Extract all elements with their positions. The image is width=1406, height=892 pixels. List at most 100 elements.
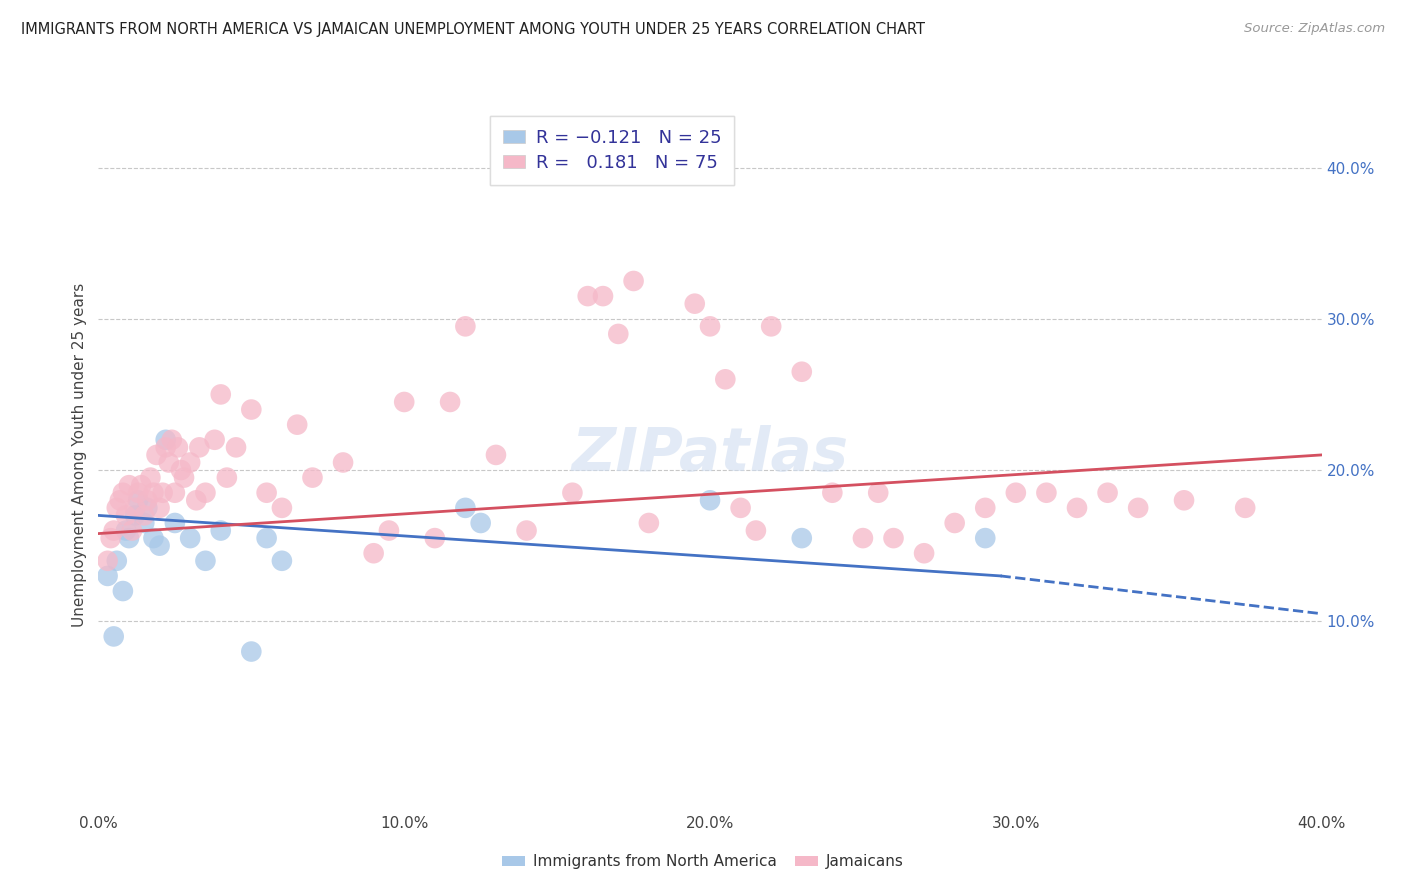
Point: [111, 584, 134, 599]
Point: [134, 508, 156, 523]
Point: [868, 485, 890, 500]
Point: [378, 524, 401, 538]
Point: [270, 500, 292, 515]
Point: [134, 516, 156, 530]
Point: [204, 433, 226, 447]
Point: [149, 500, 172, 515]
Point: [974, 500, 997, 515]
Point: [225, 441, 247, 455]
Point: [392, 395, 416, 409]
Point: [155, 433, 177, 447]
Point: [179, 455, 201, 469]
Point: [103, 524, 125, 538]
Point: [179, 531, 201, 545]
Point: [115, 508, 138, 523]
Point: [240, 402, 263, 417]
Text: Source: ZipAtlas.com: Source: ZipAtlas.com: [1244, 22, 1385, 36]
Point: [1097, 485, 1119, 500]
Point: [145, 448, 167, 462]
Point: [111, 485, 134, 500]
Point: [163, 516, 186, 530]
Point: [209, 387, 232, 401]
Point: [790, 531, 813, 545]
Point: [97, 569, 120, 583]
Point: [142, 531, 165, 545]
Point: [163, 485, 186, 500]
Point: [167, 441, 190, 455]
Point: [186, 493, 208, 508]
Point: [607, 326, 630, 341]
Point: [745, 524, 768, 538]
Point: [516, 524, 538, 538]
Point: [105, 554, 128, 568]
Point: [155, 441, 177, 455]
Point: [423, 531, 446, 545]
Point: [124, 500, 146, 515]
Point: [194, 554, 217, 568]
Point: [637, 516, 661, 530]
Point: [363, 546, 385, 560]
Point: [136, 493, 159, 508]
Point: [439, 395, 461, 409]
Point: [129, 478, 152, 492]
Point: [699, 319, 721, 334]
Point: [1035, 485, 1057, 500]
Point: [852, 531, 875, 545]
Point: [152, 485, 174, 500]
Point: [790, 365, 813, 379]
Point: [454, 500, 477, 515]
Point: [188, 441, 211, 455]
Point: [173, 470, 195, 484]
Point: [240, 644, 263, 658]
Point: [576, 289, 599, 303]
Point: [623, 274, 645, 288]
Point: [974, 531, 997, 545]
Point: [215, 470, 238, 484]
Point: [1234, 500, 1257, 515]
Point: [699, 493, 721, 508]
Point: [121, 524, 143, 538]
Point: [97, 554, 120, 568]
Point: [127, 493, 149, 508]
Point: [759, 319, 782, 334]
Y-axis label: Unemployment Among Youth under 25 years: Unemployment Among Youth under 25 years: [72, 283, 87, 627]
Text: IMMIGRANTS FROM NORTH AMERICA VS JAMAICAN UNEMPLOYMENT AMONG YOUTH UNDER 25 YEAR: IMMIGRANTS FROM NORTH AMERICA VS JAMAICA…: [21, 22, 925, 37]
Point: [136, 500, 159, 515]
Point: [124, 508, 146, 523]
Legend: Immigrants from North America, Jamaicans: Immigrants from North America, Jamaicans: [496, 848, 910, 875]
Point: [256, 485, 278, 500]
Legend: R = −0.121   N = 25, R =   0.181   N = 75: R = −0.121 N = 25, R = 0.181 N = 75: [491, 116, 734, 185]
Point: [115, 524, 138, 538]
Point: [127, 485, 149, 500]
Point: [1004, 485, 1026, 500]
Point: [105, 500, 128, 515]
Point: [883, 531, 905, 545]
Point: [194, 485, 217, 500]
Point: [142, 485, 165, 500]
Point: [209, 524, 232, 538]
Point: [485, 448, 508, 462]
Point: [270, 554, 292, 568]
Point: [683, 296, 706, 310]
Point: [1173, 493, 1195, 508]
Point: [592, 289, 614, 303]
Point: [118, 478, 141, 492]
Point: [100, 531, 122, 545]
Point: [454, 319, 477, 334]
Point: [1066, 500, 1088, 515]
Point: [139, 470, 162, 484]
Point: [912, 546, 935, 560]
Point: [170, 463, 193, 477]
Point: [149, 539, 172, 553]
Point: [470, 516, 492, 530]
Point: [108, 493, 131, 508]
Point: [256, 531, 278, 545]
Point: [118, 531, 141, 545]
Point: [730, 500, 752, 515]
Point: [714, 372, 737, 386]
Point: [301, 470, 323, 484]
Point: [821, 485, 844, 500]
Text: ZIPatlas: ZIPatlas: [571, 425, 849, 484]
Point: [157, 455, 180, 469]
Point: [103, 629, 125, 643]
